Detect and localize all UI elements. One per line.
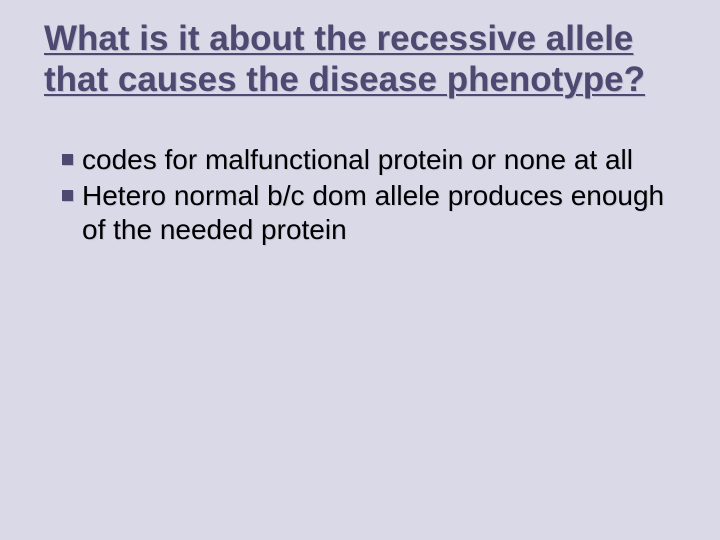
list-item: codes for malfunctional protein or none … (62, 143, 676, 177)
list-item: Hetero normal b/c dom allele produces en… (62, 179, 676, 247)
slide-title: What is it about the recessive allele th… (44, 18, 676, 101)
bullet-list: codes for malfunctional protein or none … (44, 143, 676, 247)
